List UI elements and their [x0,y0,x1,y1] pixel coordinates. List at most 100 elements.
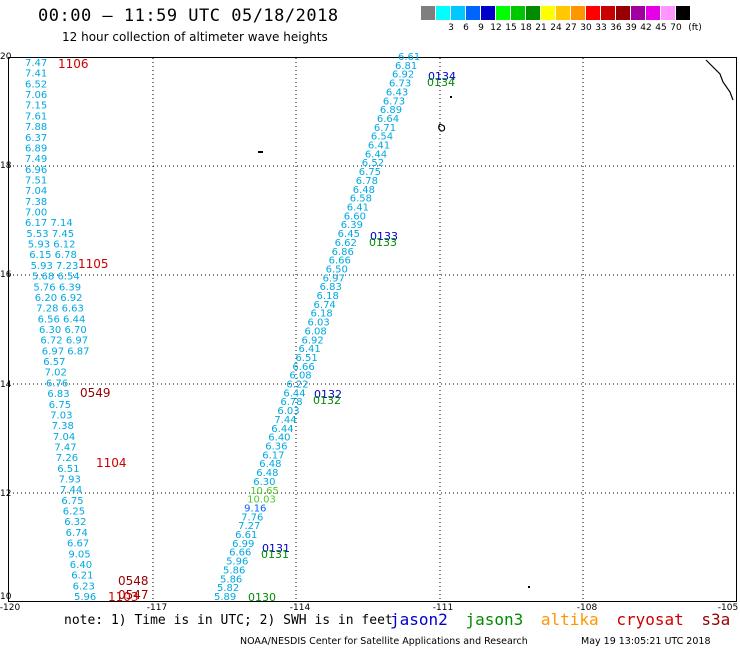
swh-value: 6.40 [70,560,92,571]
swh-value: 6.61 [398,52,420,63]
swh-value: 6.30 6.70 [39,325,87,336]
swh-value: 6.37 [25,133,47,144]
legend-swatch [541,6,556,20]
swh-value: 6.58 [350,194,372,205]
swh-value: 6.78 [356,176,378,187]
legend-swatch [556,6,571,20]
swh-value: 7.61 [25,111,47,122]
swh-value: 7.04 [25,186,47,197]
swh-value: 6.92 [392,70,414,81]
swh-value: 7.51 [25,175,47,186]
lon-label-111: -111 [432,603,454,613]
swh-value: 7.41 [25,69,47,80]
time-label: 0134 [427,76,455,89]
swh-value: 6.64 [377,114,399,125]
swh-value: 6.51 [295,353,317,364]
swh-value: 6.08 [289,371,311,382]
swh-value: 6.52 [25,79,47,90]
swh-value: 6.36 [265,442,287,453]
swh-value: 6.73 [383,96,405,107]
legend-swatch [511,6,526,20]
time-label: 0131 [262,542,290,555]
satellite-cryosat: cryosat [616,610,684,629]
legend-label: 18 [520,23,532,33]
swh-value: 6.83 [47,389,69,400]
credit-line: NOAA/NESDIS Center for Satellite Applica… [240,636,528,647]
swh-value: 6.57 [43,357,65,368]
legend-unit: (ft) [688,23,702,33]
swh-value: 6.66 [292,362,314,373]
satellite-jason2: jason2 [390,610,448,629]
swh-value: 6.89 [25,143,47,154]
legend-label: 70 [670,23,682,33]
swh-value: 6.41 [347,202,369,213]
swh-value: 6.76 [46,378,68,389]
coastline [705,59,734,101]
swh-value: 7.38 [52,421,74,432]
legend-label: 30 [580,23,592,33]
time-label: 1104 [96,456,127,470]
legend-label: 15 [505,23,517,33]
time-label: 0130 [248,591,276,604]
legend-swatch [451,6,466,20]
swh-value: 6.75 [359,167,381,178]
swh-value: 9.16 [244,503,266,514]
satellite-altika: altika [540,610,599,629]
time-label: 0549 [80,386,111,400]
swh-value: 5.86 [223,565,245,576]
swh-value: 6.43 [386,87,408,98]
swh-value: 6.39 [341,220,363,231]
satellite-jason3: jason3 [465,610,524,629]
swh-value: 5.93 6.12 [28,240,76,251]
swh-value: 6.50 [326,264,348,275]
swh-value: 7.28 6.63 [36,304,84,315]
swh-value: 7.47 [54,442,76,453]
legend-label: 3 [448,23,454,33]
lon-label-120: -120 [0,603,21,613]
legend-swatch [571,6,586,20]
lat-label-18: 18 [0,161,12,171]
swh-value: 7.26 [56,453,78,464]
swh-value: 7.93 [59,475,81,486]
swh-value: 6.97 [323,273,345,284]
legend-swatch [616,6,631,20]
swh-value: 6.74 [66,528,88,539]
swh-value: 7.38 [25,197,47,208]
swh-value: 6.71 [374,123,396,134]
legend-label: 6 [463,23,469,33]
legend-swatch [646,6,661,20]
island [450,96,452,98]
swh-value: 6.75 [61,496,83,507]
island [528,586,530,588]
legend-swatch [526,6,541,20]
island [258,151,263,153]
time-label: 1103 [108,590,139,604]
swh-value: 6.23 [73,581,95,592]
island-outline [438,123,446,132]
time-label: 0131 [261,548,289,561]
satellite-s3a: s3a [701,610,731,629]
legend-swatch [466,6,481,20]
swh-value: 6.97 6.87 [42,346,90,357]
swh-value: 5.96 [74,592,96,603]
swh-value: 9.05 [68,549,90,560]
lon-label-108: -108 [576,603,598,613]
time-label: 0133 [369,236,397,249]
legend-label: 36 [610,23,622,33]
swh-value: 6.92 [301,335,323,346]
swh-value: 6.61 [235,530,257,541]
legend-swatch [661,6,676,20]
time-label: 0547 [118,588,149,602]
legend-label: 24 [550,23,562,33]
swh-value: 7.44 [274,415,296,426]
swh-value: 6.25 [63,507,85,518]
swh-value: 6.21 [71,571,93,582]
legend-label: 39 [625,23,637,33]
swh-value: 6.96 [25,165,47,176]
swh-value: 6.72 6.97 [40,336,88,347]
time-label: 0548 [118,574,149,588]
swh-value: 10.65 [250,486,279,497]
swh-value: 6.44 [271,424,293,435]
time-label: 0133 [370,230,398,243]
lon-label-105: -105 [717,603,739,613]
